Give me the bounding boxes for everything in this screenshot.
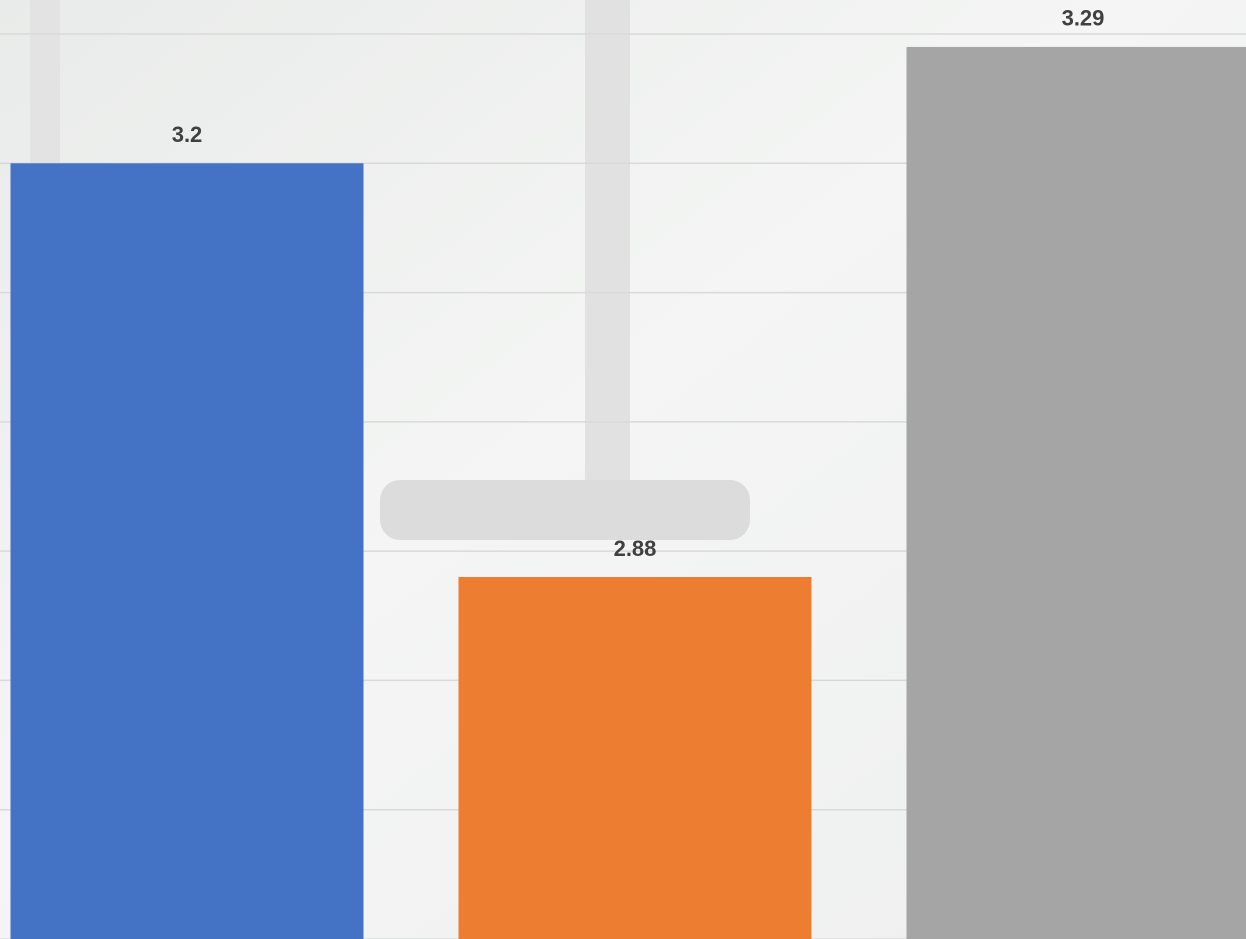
background-desk bbox=[380, 480, 750, 540]
data-label: 3.29 bbox=[1062, 6, 1105, 31]
data-label: 3.2 bbox=[172, 122, 203, 147]
bar bbox=[458, 577, 812, 939]
data-label: 2.88 bbox=[614, 536, 657, 561]
bar bbox=[906, 46, 1246, 939]
bar bbox=[10, 163, 364, 939]
background-pillar bbox=[585, 0, 630, 500]
